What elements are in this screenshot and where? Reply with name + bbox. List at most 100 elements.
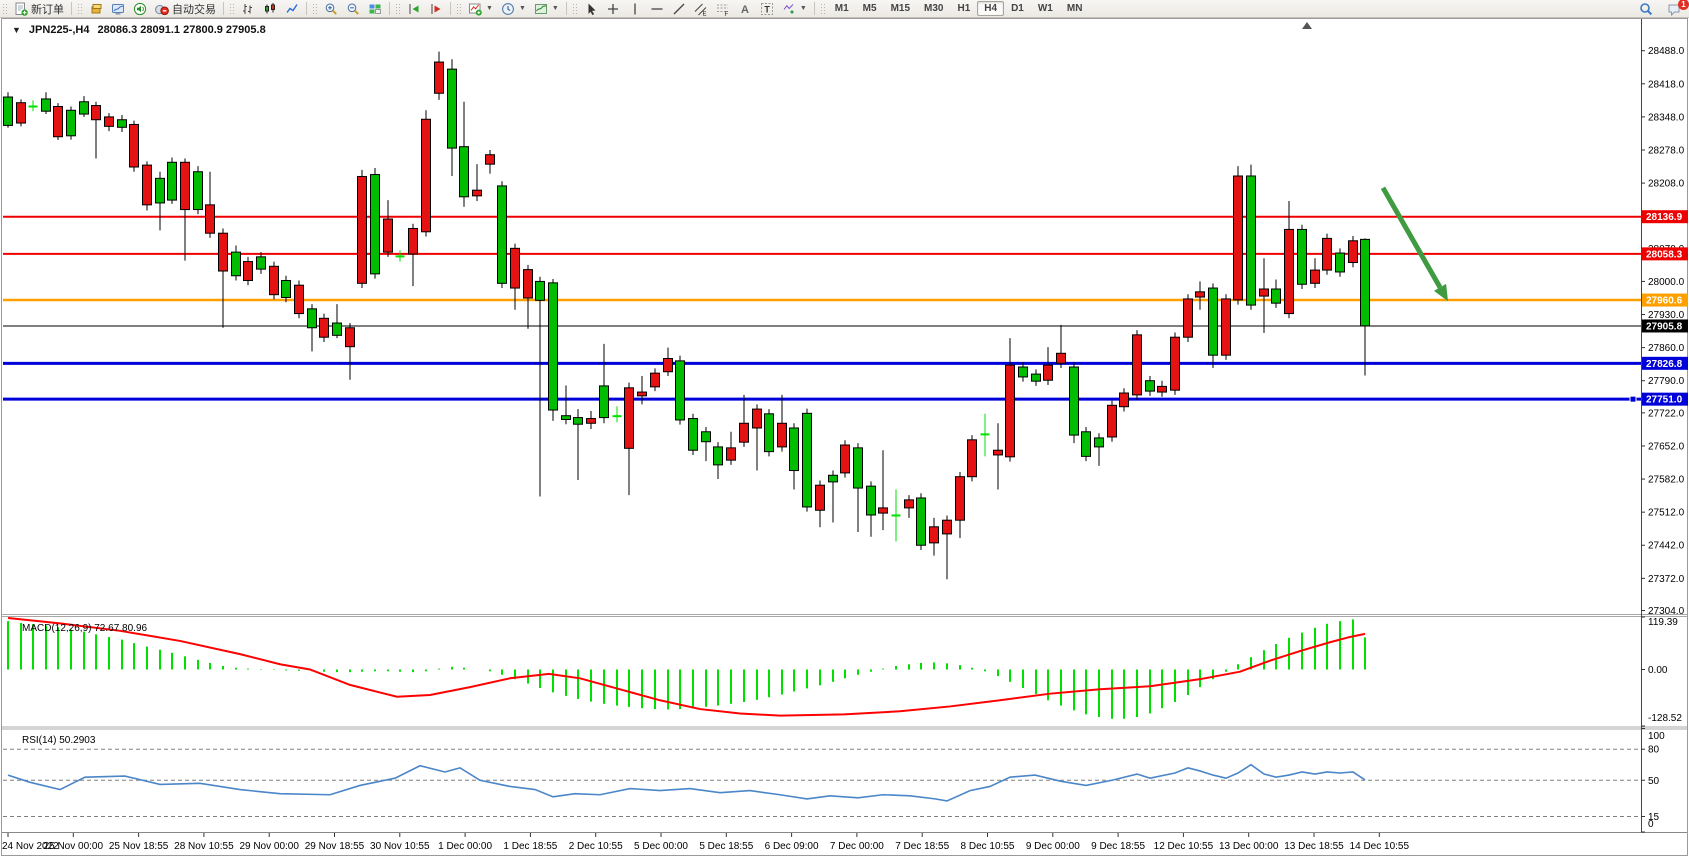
dropdown-arrow-icon[interactable]: ▼ (551, 5, 559, 12)
toolbar-grip[interactable] (456, 2, 461, 15)
toolbar-grip[interactable] (229, 2, 234, 15)
channel-tool[interactable]: E (690, 0, 712, 18)
cursor-tool[interactable] (580, 0, 602, 18)
crosshair-tool[interactable] (602, 0, 624, 18)
zoom-in-icon (325, 3, 337, 15)
doc-plus-icon (15, 2, 28, 16)
price-tick-label: 28000.0 (1648, 277, 1685, 288)
toolbar-separator (450, 2, 451, 15)
auto-trading-button[interactable]: 自动交易 (151, 0, 220, 19)
timeframe-m15-button[interactable]: M15 (890, 3, 911, 14)
tile-windows-button[interactable] (364, 0, 386, 18)
terminal-button[interactable] (107, 0, 129, 18)
label-tool[interactable]: T (756, 0, 778, 18)
label-t-icon: T (760, 2, 773, 15)
horizontal-line-28136.9[interactable]: 28136.9 (3, 210, 1688, 224)
chart-shift-marker[interactable] (1302, 22, 1312, 29)
dropdown-arrow-icon[interactable]: ▼ (518, 5, 526, 12)
hline-icon (651, 7, 663, 10)
candle-chart-button[interactable] (259, 0, 281, 18)
panel-separators[interactable] (2, 614, 1687, 833)
toolbar-grip[interactable] (395, 2, 400, 15)
price-tick-label: 27790.0 (1648, 376, 1685, 387)
toolbar-grip[interactable] (819, 2, 825, 15)
autotrade-icon (155, 4, 169, 15)
text-a-icon: A (741, 4, 749, 16)
vertical-line-tool[interactable] (624, 0, 646, 18)
macd-signal-line (7, 617, 1366, 717)
timeframe-m5-button[interactable]: M5 (862, 3, 877, 14)
date-tick-label: 6 Dec 09:00 (765, 841, 819, 852)
trendline-tool[interactable] (668, 0, 690, 18)
chart-ohlc-values: 28086.3 28091.1 27800.9 27905.8 (97, 24, 266, 36)
chart-shift-button[interactable] (425, 0, 447, 18)
collapse-one-click-icon[interactable]: ▼ (12, 25, 21, 35)
news-button[interactable] (129, 0, 151, 18)
auto-scroll-button[interactable] (403, 0, 425, 18)
dropdown-arrow-icon[interactable]: ▼ (799, 5, 807, 12)
date-tick-label: 30 Nov 10:55 (370, 841, 430, 852)
indicator-plus-icon (469, 3, 482, 16)
price-tick-label: 28348.0 (1648, 112, 1685, 123)
date-tick-label: 28 Nov 10:55 (174, 841, 234, 852)
arrows-tool[interactable]: ▼ (778, 0, 811, 18)
svg-text:F: F (724, 11, 728, 15)
horizontal-line-27826.8[interactable]: 27826.8 (3, 356, 1688, 370)
timeframe-mn-button[interactable]: MN (1066, 3, 1083, 14)
zoom-out-button[interactable] (342, 0, 364, 18)
timeframe-h4-button[interactable]: H4 (977, 1, 1005, 16)
periods-button[interactable]: ▼ (497, 0, 530, 18)
toolbar-grip[interactable] (2, 2, 7, 15)
market-depth-button[interactable] (85, 0, 107, 18)
rsi-line (7, 763, 1366, 802)
price-tick-label: 28278.0 (1648, 145, 1685, 156)
new-order-button-label: 新订单 (31, 3, 64, 16)
auto-trading-button-label: 自动交易 (172, 3, 216, 16)
svg-text:T: T (764, 4, 770, 14)
zoom-in-button[interactable] (320, 0, 342, 18)
vline-icon (634, 3, 636, 14)
annotation-arrow[interactable] (1380, 186, 1448, 302)
price-tick-label: 27442.0 (1648, 541, 1685, 552)
horizontal-line-27751.0[interactable]: 27751.0 (3, 392, 1688, 406)
macd-label: MACD(12,26,9) 72.67 80.96 (22, 623, 148, 634)
toolbar-grip[interactable] (312, 2, 317, 15)
blue-monitor-icon (112, 3, 124, 15)
fibo-icon: F (716, 4, 728, 16)
timeframe-m1-button[interactable]: M1 (834, 3, 849, 14)
indicators-button[interactable]: ▼ (464, 0, 497, 18)
date-tick-label: 7 Dec 00:00 (830, 841, 884, 852)
toolbar-separator (306, 2, 307, 15)
toolbar-grip[interactable] (571, 2, 577, 15)
text-tool[interactable]: A (734, 0, 756, 18)
bar-chart-button[interactable] (237, 0, 259, 18)
price-tag-label: 27905.8 (1646, 321, 1683, 332)
notifications-button[interactable]: 1 (1663, 0, 1689, 18)
line-handle[interactable] (1629, 395, 1637, 403)
rsi-label: RSI(14) 50.2903 (22, 735, 96, 746)
price-tick-label: 27582.0 (1648, 475, 1685, 486)
template-icon (534, 3, 547, 14)
horizontal-line-tool[interactable] (646, 0, 668, 18)
dropdown-arrow-icon[interactable]: ▼ (486, 5, 493, 12)
timeframe-m30-button[interactable]: M30 (924, 3, 944, 14)
line-chart-button[interactable] (281, 0, 303, 18)
toolbar-grip[interactable] (77, 2, 82, 15)
search-button[interactable] (1635, 0, 1657, 18)
timeframe-h1-button[interactable]: H1 (957, 3, 971, 14)
timeframe-d1-button[interactable]: D1 (1011, 3, 1024, 14)
price-tag-label: 27826.8 (1646, 359, 1683, 370)
timeframe-w1-button[interactable]: W1 (1037, 3, 1053, 14)
date-tick-label: 25 Nov 18:55 (109, 841, 169, 852)
tiles-icon (369, 4, 381, 14)
cursor-icon (588, 3, 596, 15)
price-tick-label: 28488.0 (1648, 46, 1685, 57)
green-speaker-icon (133, 2, 147, 15)
fibonacci-tool[interactable]: F (712, 0, 734, 18)
chart-symbol-title: JPN225-,H4 (28, 24, 90, 36)
new-order-button[interactable]: 新订单 (10, 0, 68, 19)
chart-template-button[interactable]: ▼ (530, 0, 563, 18)
